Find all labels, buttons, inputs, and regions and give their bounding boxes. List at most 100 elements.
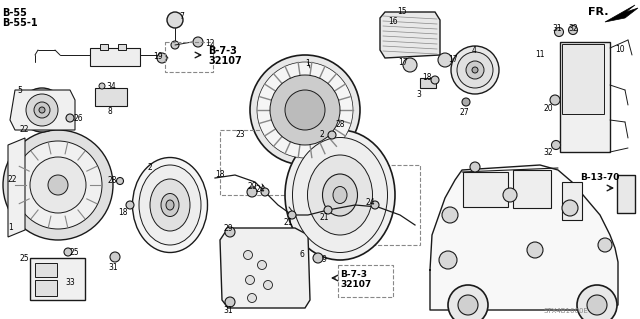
Text: 10: 10 — [615, 45, 625, 54]
Text: 21: 21 — [320, 213, 330, 222]
Text: 7: 7 — [179, 12, 184, 21]
Ellipse shape — [285, 130, 395, 260]
Bar — [30, 258, 85, 300]
Ellipse shape — [166, 200, 174, 210]
Ellipse shape — [161, 194, 179, 217]
Circle shape — [527, 242, 543, 258]
Text: 3: 3 — [416, 90, 421, 99]
Polygon shape — [380, 12, 440, 58]
Circle shape — [225, 227, 235, 237]
Circle shape — [26, 94, 58, 126]
Bar — [560, 42, 610, 152]
Circle shape — [270, 75, 340, 145]
Bar — [617, 175, 635, 213]
Bar — [95, 88, 127, 106]
Text: 9: 9 — [322, 255, 327, 264]
Circle shape — [288, 211, 296, 219]
Circle shape — [257, 62, 353, 158]
Text: 32: 32 — [568, 24, 578, 33]
Text: 5: 5 — [17, 86, 22, 95]
Text: 28: 28 — [108, 176, 118, 185]
Polygon shape — [8, 138, 25, 237]
Bar — [165, 42, 213, 72]
Text: 28: 28 — [335, 120, 344, 129]
Circle shape — [470, 162, 480, 172]
Circle shape — [110, 252, 120, 262]
Text: FR.: FR. — [588, 7, 609, 17]
Circle shape — [562, 200, 578, 216]
Text: 29: 29 — [248, 182, 258, 191]
Text: 1: 1 — [8, 223, 13, 232]
Ellipse shape — [132, 158, 207, 253]
Bar — [35, 280, 57, 296]
Text: 17: 17 — [448, 55, 458, 64]
Circle shape — [313, 253, 323, 263]
Circle shape — [30, 157, 86, 213]
Bar — [118, 44, 126, 50]
Circle shape — [34, 102, 50, 118]
Text: 22: 22 — [7, 175, 17, 184]
Text: B-7-3: B-7-3 — [340, 270, 367, 279]
Circle shape — [458, 295, 478, 315]
Bar — [100, 44, 108, 50]
Text: B-55-1: B-55-1 — [2, 18, 38, 28]
Text: 6: 6 — [300, 250, 305, 259]
Circle shape — [577, 285, 617, 319]
Text: 18: 18 — [215, 170, 225, 179]
Circle shape — [587, 295, 607, 315]
Circle shape — [193, 37, 203, 47]
Text: 1: 1 — [305, 59, 310, 68]
Circle shape — [568, 26, 577, 34]
Text: 17: 17 — [398, 58, 408, 67]
Text: 31: 31 — [108, 263, 118, 272]
Circle shape — [264, 280, 273, 290]
Circle shape — [598, 238, 612, 252]
Text: 22: 22 — [20, 125, 29, 134]
Circle shape — [328, 131, 336, 139]
Text: 24: 24 — [256, 185, 266, 194]
Text: 32107: 32107 — [208, 56, 242, 66]
Circle shape — [39, 107, 45, 113]
Text: 31: 31 — [223, 306, 232, 315]
Text: 20: 20 — [543, 104, 552, 113]
Circle shape — [472, 67, 478, 73]
Circle shape — [257, 261, 266, 270]
Circle shape — [167, 12, 183, 28]
Text: B-55: B-55 — [2, 8, 27, 18]
Circle shape — [462, 98, 470, 106]
Circle shape — [48, 175, 68, 195]
Circle shape — [250, 55, 360, 165]
Text: B-13-70: B-13-70 — [580, 173, 620, 182]
Ellipse shape — [139, 165, 201, 245]
Circle shape — [20, 88, 64, 132]
Bar — [463, 172, 508, 207]
Circle shape — [243, 250, 253, 259]
Ellipse shape — [333, 187, 347, 204]
Text: 34: 34 — [106, 82, 116, 91]
Ellipse shape — [292, 137, 387, 253]
Polygon shape — [605, 5, 638, 22]
Bar — [420, 78, 436, 88]
Text: 4: 4 — [472, 46, 477, 55]
Text: 24: 24 — [366, 198, 376, 207]
Text: 25: 25 — [70, 248, 79, 257]
Text: 15: 15 — [397, 7, 406, 16]
Circle shape — [261, 188, 269, 196]
Ellipse shape — [323, 174, 358, 216]
Text: 31: 31 — [552, 24, 562, 33]
Circle shape — [431, 76, 439, 84]
Circle shape — [403, 58, 417, 72]
Circle shape — [285, 90, 325, 130]
Circle shape — [99, 83, 105, 89]
Bar — [90, 48, 140, 66]
Circle shape — [66, 114, 74, 122]
Text: 27: 27 — [460, 108, 470, 117]
Circle shape — [448, 285, 488, 319]
Bar — [562, 44, 604, 114]
Text: 11: 11 — [535, 50, 545, 59]
Ellipse shape — [150, 179, 190, 231]
Circle shape — [157, 53, 167, 63]
Text: 25: 25 — [20, 254, 29, 263]
Text: B-7-3: B-7-3 — [208, 46, 237, 56]
Text: 19: 19 — [153, 52, 163, 61]
